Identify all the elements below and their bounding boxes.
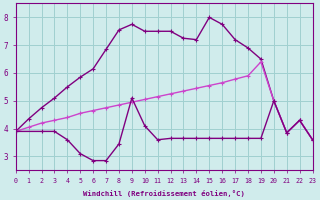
X-axis label: Windchill (Refroidissement éolien,°C): Windchill (Refroidissement éolien,°C) (83, 190, 245, 197)
